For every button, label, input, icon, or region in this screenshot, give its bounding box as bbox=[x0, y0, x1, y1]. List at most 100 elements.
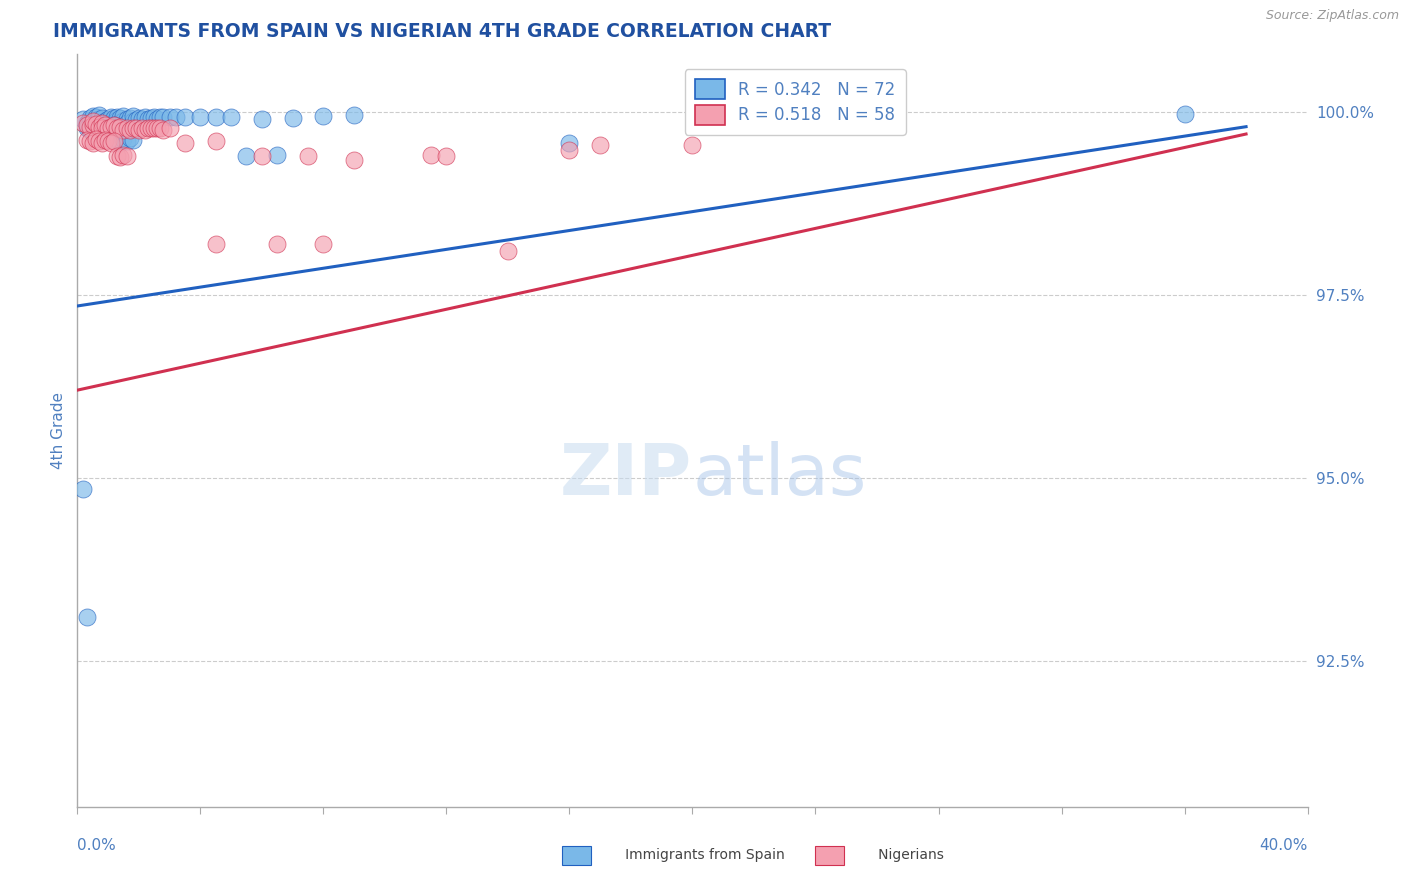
Point bbox=[82, 109, 104, 123]
Point bbox=[112, 132, 135, 146]
Point bbox=[219, 110, 242, 124]
Text: ZIP: ZIP bbox=[560, 442, 693, 510]
Point bbox=[134, 123, 156, 137]
Point bbox=[112, 123, 135, 137]
Point bbox=[115, 149, 138, 163]
Point bbox=[94, 133, 117, 147]
Point bbox=[84, 110, 107, 124]
Point bbox=[76, 116, 98, 130]
Point bbox=[100, 113, 122, 128]
Point bbox=[94, 118, 117, 132]
Point bbox=[79, 113, 101, 128]
Point bbox=[84, 132, 107, 146]
Point bbox=[131, 121, 153, 136]
Point bbox=[103, 134, 125, 148]
Point bbox=[131, 112, 153, 127]
Point bbox=[118, 111, 141, 125]
Point bbox=[121, 113, 143, 128]
Point bbox=[159, 121, 181, 136]
Point bbox=[266, 147, 288, 161]
Point bbox=[112, 110, 135, 124]
Point bbox=[188, 110, 212, 124]
Point bbox=[125, 121, 148, 136]
Point bbox=[115, 116, 138, 130]
Point bbox=[152, 110, 174, 124]
Point bbox=[105, 149, 128, 163]
Point bbox=[128, 111, 150, 125]
Point bbox=[76, 133, 98, 147]
Point bbox=[103, 115, 125, 129]
Point bbox=[250, 149, 273, 163]
Point bbox=[76, 118, 98, 132]
Point bbox=[496, 244, 519, 259]
Point bbox=[79, 123, 101, 137]
Point bbox=[90, 121, 114, 136]
Point bbox=[204, 236, 226, 251]
Point bbox=[94, 121, 117, 136]
Point bbox=[312, 236, 335, 251]
Point bbox=[110, 111, 132, 125]
Point bbox=[87, 108, 110, 122]
Point bbox=[143, 121, 166, 136]
Point bbox=[297, 149, 319, 163]
Point bbox=[87, 112, 110, 127]
Point bbox=[105, 113, 128, 128]
Point bbox=[115, 112, 138, 127]
Point bbox=[174, 110, 197, 124]
Point bbox=[105, 121, 128, 136]
Point bbox=[141, 121, 163, 136]
Point bbox=[312, 110, 335, 124]
Point bbox=[149, 110, 172, 124]
Point bbox=[97, 121, 120, 136]
Point bbox=[110, 120, 132, 134]
Text: IMMIGRANTS FROM SPAIN VS NIGERIAN 4TH GRADE CORRELATION CHART: IMMIGRANTS FROM SPAIN VS NIGERIAN 4TH GR… bbox=[53, 22, 831, 41]
Point bbox=[100, 136, 122, 150]
Point bbox=[87, 120, 110, 134]
Point bbox=[125, 113, 148, 128]
Point bbox=[110, 114, 132, 128]
Point bbox=[82, 118, 104, 132]
Point bbox=[100, 110, 122, 124]
Point bbox=[100, 121, 122, 136]
Point bbox=[128, 123, 150, 137]
Point bbox=[72, 116, 94, 130]
Point bbox=[110, 136, 132, 150]
Point bbox=[115, 121, 138, 136]
Point bbox=[112, 147, 135, 161]
Y-axis label: 4th Grade: 4th Grade bbox=[51, 392, 66, 469]
Point bbox=[159, 110, 181, 124]
Point bbox=[76, 121, 98, 136]
Point bbox=[165, 110, 187, 124]
Point bbox=[84, 113, 107, 128]
Point bbox=[100, 120, 122, 134]
Point bbox=[82, 113, 104, 128]
Point bbox=[97, 120, 120, 134]
Point bbox=[682, 138, 704, 153]
Point bbox=[174, 136, 197, 150]
Point bbox=[90, 122, 114, 136]
Point bbox=[343, 108, 366, 122]
Point bbox=[97, 116, 120, 130]
Text: Source: ZipAtlas.com: Source: ZipAtlas.com bbox=[1265, 9, 1399, 22]
Point bbox=[149, 121, 172, 136]
Point bbox=[87, 120, 110, 134]
Point bbox=[141, 111, 163, 125]
Point bbox=[94, 113, 117, 128]
Point bbox=[204, 134, 226, 148]
Point bbox=[235, 149, 257, 163]
Point bbox=[82, 126, 104, 140]
Legend: R = 0.342   N = 72, R = 0.518   N = 58: R = 0.342 N = 72, R = 0.518 N = 58 bbox=[685, 70, 905, 135]
Point bbox=[146, 112, 169, 126]
Point bbox=[97, 112, 120, 127]
Point bbox=[97, 134, 120, 148]
Point bbox=[82, 116, 104, 130]
Point bbox=[121, 133, 143, 147]
Point bbox=[266, 236, 288, 251]
Point bbox=[79, 120, 101, 134]
Point bbox=[90, 111, 114, 125]
Point bbox=[136, 112, 159, 127]
Point bbox=[134, 110, 156, 124]
Point bbox=[281, 111, 304, 125]
Point bbox=[112, 113, 135, 128]
Point bbox=[90, 136, 114, 150]
